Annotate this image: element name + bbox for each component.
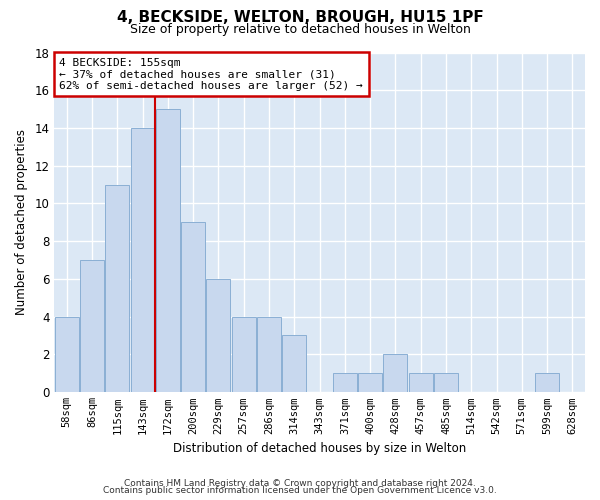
Bar [358, 373, 382, 392]
Bar [206, 279, 230, 392]
Bar [333, 373, 357, 392]
Bar [282, 336, 306, 392]
Bar [535, 373, 559, 392]
Bar [257, 316, 281, 392]
Text: Contains HM Land Registry data © Crown copyright and database right 2024.: Contains HM Land Registry data © Crown c… [124, 478, 476, 488]
Bar [232, 316, 256, 392]
Bar [156, 109, 180, 392]
Bar [106, 184, 130, 392]
Bar [80, 260, 104, 392]
Text: 4, BECKSIDE, WELTON, BROUGH, HU15 1PF: 4, BECKSIDE, WELTON, BROUGH, HU15 1PF [116, 10, 484, 25]
Bar [181, 222, 205, 392]
Bar [383, 354, 407, 392]
Text: Size of property relative to detached houses in Welton: Size of property relative to detached ho… [130, 22, 470, 36]
Text: Contains public sector information licensed under the Open Government Licence v3: Contains public sector information licen… [103, 486, 497, 495]
Bar [131, 128, 155, 392]
Bar [55, 316, 79, 392]
Y-axis label: Number of detached properties: Number of detached properties [15, 129, 28, 316]
X-axis label: Distribution of detached houses by size in Welton: Distribution of detached houses by size … [173, 442, 466, 455]
Text: 4 BECKSIDE: 155sqm
← 37% of detached houses are smaller (31)
62% of semi-detache: 4 BECKSIDE: 155sqm ← 37% of detached hou… [59, 58, 363, 91]
Bar [409, 373, 433, 392]
Bar [434, 373, 458, 392]
